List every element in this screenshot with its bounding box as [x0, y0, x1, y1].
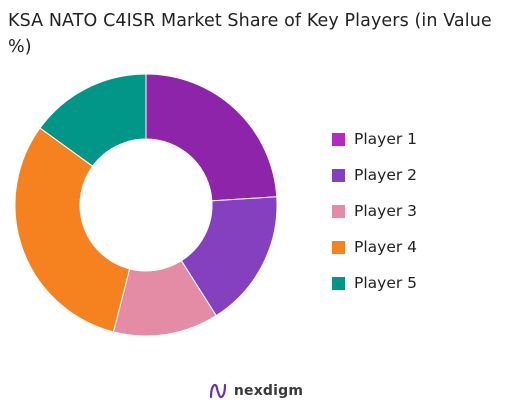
legend-label: Player 2 — [354, 166, 418, 184]
brand-name: nexdigm — [233, 383, 304, 399]
legend-item[interactable]: Player 5 — [332, 265, 417, 301]
brand-footer: nexdigm — [0, 376, 515, 406]
legend-item[interactable]: Player 3 — [332, 193, 417, 229]
legend-swatch — [332, 168, 345, 182]
chart-legend: Player 1 Player 2 Player 3 Player 4 Play… — [332, 121, 417, 301]
chart-title: KSA NATO C4ISR Market Share of Key Playe… — [8, 11, 492, 57]
legend-swatch — [332, 132, 345, 146]
donut-slices — [14, 73, 278, 337]
nexdigm-logo-icon — [209, 383, 226, 399]
legend-item[interactable]: Player 4 — [332, 229, 417, 265]
legend-swatch — [332, 240, 345, 254]
legend-item[interactable]: Player 1 — [332, 121, 417, 157]
legend-item[interactable]: Player 2 — [332, 157, 417, 193]
donut-slice-1[interactable] — [145, 73, 278, 202]
donut-slice-4[interactable] — [14, 127, 131, 333]
legend-label: Player 3 — [354, 202, 418, 220]
legend-label: Player 1 — [354, 130, 418, 148]
donut-slice-5[interactable] — [39, 73, 147, 167]
legend-label: Player 4 — [354, 238, 418, 256]
legend-swatch — [332, 276, 345, 290]
legend-swatch — [332, 204, 345, 218]
legend-label: Player 5 — [354, 274, 418, 292]
